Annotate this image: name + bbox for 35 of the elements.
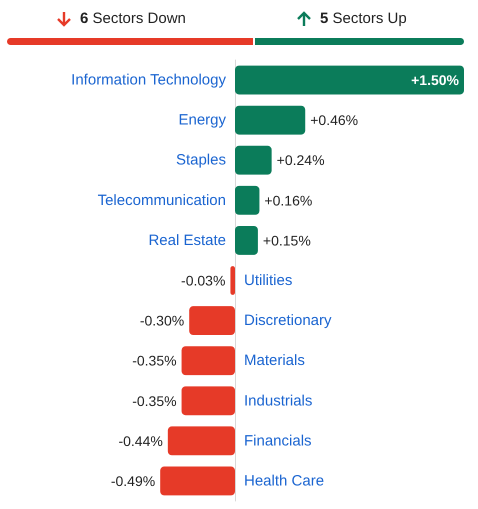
y-tick-label: Materials [244, 352, 305, 370]
bar [235, 106, 306, 135]
y-tick-label: Information Technology [71, 72, 226, 89]
bar [235, 186, 260, 215]
data-label: -0.35% [132, 352, 177, 369]
bar [182, 346, 235, 376]
y-tick-label: Staples [176, 152, 226, 169]
bar [189, 306, 235, 336]
data-label: +1.50% [411, 72, 460, 88]
y-tick-label: Energy [178, 112, 226, 129]
y-tick-label: Utilities [244, 272, 292, 289]
text: 6 Sectors Down [80, 10, 186, 27]
bar [235, 146, 272, 175]
y-tick-label: Industrials [244, 392, 312, 410]
y-tick-label: Health Care [244, 472, 324, 490]
data-label: +0.46% [310, 112, 358, 128]
data-label: -0.30% [140, 312, 184, 329]
data-label: -0.44% [118, 432, 163, 449]
y-tick-label: Real Estate [148, 232, 226, 249]
bar [182, 386, 235, 416]
data-label: +0.16% [264, 192, 312, 208]
bar [160, 466, 235, 496]
y-tick-label: Telecommunication [98, 192, 226, 209]
bar [235, 66, 464, 94]
y-tick-label: Financials [244, 432, 312, 450]
text: 5 Sectors Up [320, 10, 407, 27]
data-label: +0.24% [276, 152, 325, 168]
bar [235, 226, 258, 255]
bar [230, 266, 235, 295]
data-label: -0.03% [181, 272, 226, 288]
data-label: -0.35% [132, 392, 177, 409]
y-tick-label: Discretionary [244, 312, 332, 330]
bar [168, 426, 235, 456]
data-label: +0.15% [262, 232, 311, 248]
data-label: -0.49% [110, 472, 156, 489]
